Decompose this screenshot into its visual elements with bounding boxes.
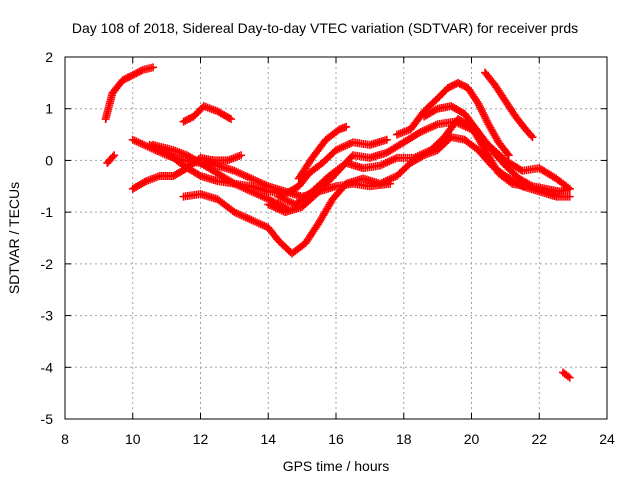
y-tick-label: -5 [41, 411, 54, 427]
data-point-marker [431, 105, 440, 114]
data-point-marker [382, 135, 391, 144]
x-tick-label: 18 [396, 431, 412, 447]
data-point-marker [110, 151, 119, 160]
x-tick-label: 22 [531, 431, 547, 447]
data-point-marker [526, 181, 535, 190]
data-point-marker [503, 149, 512, 158]
y-tick-label: -4 [41, 359, 54, 375]
data-point-marker [149, 63, 158, 72]
data-point-marker [108, 152, 117, 161]
data-point-marker [225, 114, 234, 123]
data-point-marker [527, 131, 536, 140]
x-tick-label: 14 [260, 431, 276, 447]
gridlines [65, 57, 607, 419]
x-tick-label: 16 [328, 431, 344, 447]
series-track-3 [179, 102, 235, 126]
data-point-marker [347, 152, 356, 161]
x-tick-label: 24 [599, 431, 615, 447]
data-point-marker [506, 178, 515, 187]
y-tick-label: 1 [45, 101, 53, 117]
x-tick-label: 10 [125, 431, 141, 447]
y-tick-label: -1 [41, 204, 54, 220]
x-tick-label: 8 [61, 431, 69, 447]
y-tick-label: 0 [45, 152, 53, 168]
data-point-marker [565, 184, 574, 193]
data-point-marker [237, 151, 246, 160]
data-point-marker [504, 151, 513, 160]
series-track-13 [420, 102, 574, 196]
data-point-marker [528, 133, 537, 142]
data-point-marker [140, 178, 149, 187]
data-point-marker [194, 170, 203, 179]
data-point-marker [565, 373, 574, 382]
y-tick-label: -2 [41, 256, 54, 272]
series-track-2 [103, 151, 119, 168]
data-markers [101, 63, 574, 382]
series-track-9 [294, 122, 351, 183]
x-tick-label: 20 [464, 431, 480, 447]
x-axis-title: GPS time / hours [283, 458, 390, 474]
y-axis-title: SDTVAR / TECUs [6, 182, 22, 294]
data-point-marker [137, 66, 146, 75]
data-point-marker [564, 372, 573, 381]
chart-title: Day 108 of 2018, Sidereal Day-to-day VTE… [72, 20, 578, 36]
data-point-marker [342, 122, 351, 131]
axis-ticks [64, 56, 608, 420]
series-track-8 [145, 135, 391, 199]
series-track-12 [392, 78, 513, 160]
y-tick-label: 2 [45, 49, 53, 65]
series-track-15 [558, 368, 574, 382]
data-point-marker [226, 115, 235, 124]
series-track-14 [481, 68, 537, 142]
series-track-1 [101, 63, 158, 124]
x-tick-label: 12 [193, 431, 209, 447]
y-tick-label: -3 [41, 308, 54, 324]
data-point-marker [565, 192, 574, 201]
